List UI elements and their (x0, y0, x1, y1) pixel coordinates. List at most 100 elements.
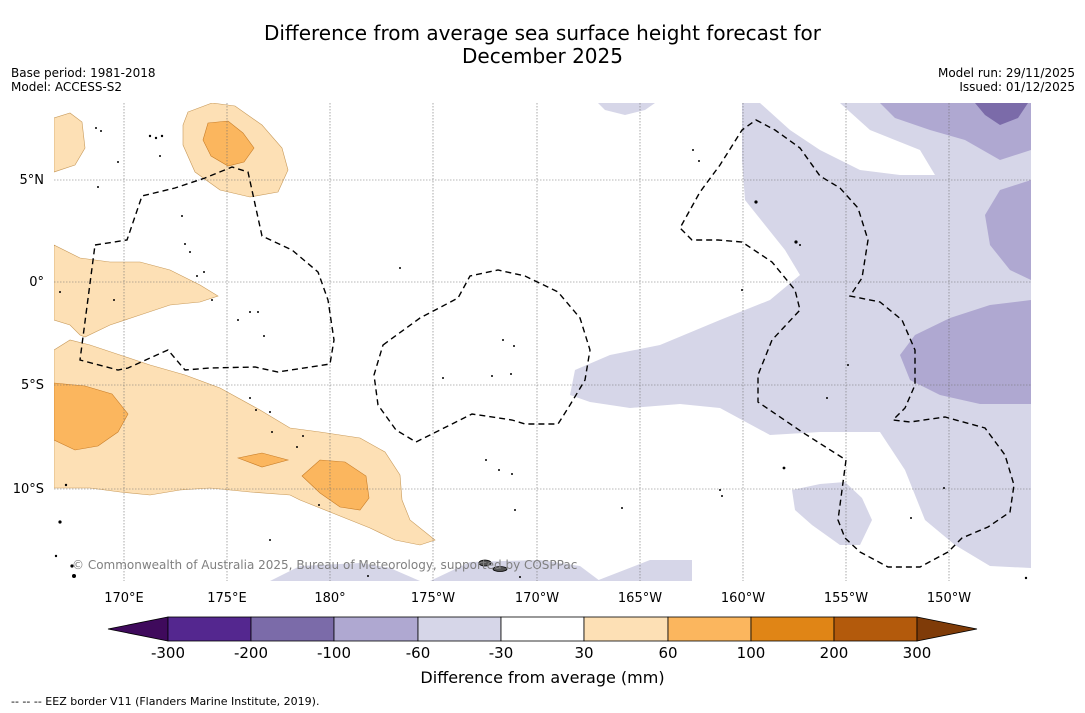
eez-legend: -- -- -- EEZ border V11 (Flanders Marine… (11, 695, 320, 708)
island-marker (257, 311, 259, 313)
colorbar-bin (667, 616, 752, 642)
negative-anomaly-medium-southeast (900, 300, 1031, 404)
island-marker (910, 517, 912, 519)
island-marker (302, 435, 304, 437)
island-samoa-east (492, 566, 508, 572)
colorbar-bin (250, 616, 335, 642)
island-marker (249, 311, 251, 313)
eez-kiribati-phoenix (373, 269, 591, 443)
island-marker (498, 469, 500, 471)
island-marker (160, 134, 164, 138)
colorbar-tick: -200 (234, 644, 268, 662)
negative-anomaly-light-bottom2 (430, 560, 600, 581)
island-marker (97, 186, 99, 188)
lat-label-5s: 5°S (21, 378, 44, 393)
island-marker (184, 243, 186, 245)
island-marker (514, 509, 516, 511)
negative-anomaly-light-bottom (270, 563, 420, 581)
negative-anomaly-light-bottom3 (596, 560, 692, 581)
chart-title-line1: Difference from average sea surface heig… (263, 21, 822, 45)
island-marker (255, 409, 257, 411)
island-marker (943, 487, 945, 489)
island-marker (59, 291, 61, 293)
colorbar-tick: 60 (658, 644, 677, 662)
issued-date: Issued: 01/12/2025 (959, 80, 1075, 94)
positive-anomaly-medium-regions (54, 120, 370, 511)
negative-anomaly-dark (975, 103, 1028, 125)
negative-anomaly-medium-east (985, 180, 1031, 280)
near-average-hole (760, 103, 935, 175)
chart-title: Difference from average sea surface heig… (0, 22, 1085, 68)
island-marker (826, 397, 828, 399)
colorbar-extend-max (916, 616, 978, 642)
model-name: Model: ACCESS-S2 (11, 80, 123, 94)
island-marker (70, 564, 74, 568)
colorbar-tick: 200 (820, 644, 849, 662)
island-marker (621, 507, 623, 509)
meta-right: Model run: 29/11/2025 Issued: 01/12/2025 (938, 66, 1075, 94)
colorbar-tick: 100 (737, 644, 766, 662)
island-marker (511, 473, 513, 475)
lon-label-180: 180° (314, 591, 345, 606)
island-marker (263, 335, 265, 337)
colorbar-ticks: -300 -200 -100 -60 -30 30 60 100 200 300 (151, 644, 931, 662)
island-marker (741, 289, 743, 291)
lon-label-165w: 165°W (618, 591, 662, 606)
lon-label-155w: 155°W (824, 591, 868, 606)
meta-left: Base period: 1981-2018 Model: ACCESS-S2 (11, 66, 156, 94)
island-marker (154, 136, 158, 140)
colorbar-extend-min (107, 616, 169, 642)
latitude-labels: 5°N 0° 5°S 10°S (13, 173, 44, 497)
island-marker (799, 244, 801, 246)
island-marker (58, 520, 62, 524)
lon-label-170w: 170°W (515, 591, 559, 606)
island-marker (54, 554, 58, 558)
island-marker (485, 459, 487, 461)
island-marker (269, 539, 271, 541)
island-marker (296, 446, 298, 448)
longitude-labels: 170°E 175°E 180° 175°W 170°W 165°W 160°W… (104, 591, 971, 606)
island-marker (271, 431, 273, 433)
island-marker (1024, 576, 1028, 580)
island-marker (519, 576, 521, 578)
island-markers (54, 127, 1028, 580)
copyright-notice: © Commonwealth of Australia 2025, Bureau… (72, 558, 578, 572)
island-marker (698, 160, 700, 162)
island-samoa (478, 559, 492, 567)
island-marker (159, 155, 161, 157)
island-marker (491, 375, 493, 377)
negative-anomaly-light-top (598, 103, 655, 115)
positive-anomaly-west-equator (54, 244, 219, 338)
negative-anomaly-light-small (792, 482, 872, 545)
lon-label-175w: 175°W (411, 591, 455, 606)
island-marker (318, 504, 320, 506)
island-marker (513, 345, 515, 347)
negative-anomaly-light-region (570, 103, 1031, 568)
colorbar-label: Difference from average (mm) (420, 668, 665, 687)
island-marker (794, 240, 798, 244)
eez-borders (79, 119, 1015, 568)
colorbar-tick: 30 (574, 644, 593, 662)
island-marker (211, 299, 213, 301)
positive-anomaly-medium-north (202, 120, 255, 167)
island-marker (510, 373, 512, 375)
lon-label-150w: 150°W (927, 591, 971, 606)
island-marker (189, 251, 191, 253)
island-marker (100, 130, 102, 132)
island-marker (692, 149, 694, 151)
island-marker (502, 339, 504, 341)
island-marker (719, 489, 721, 491)
colorbar-bin (583, 616, 669, 642)
colorbar (107, 616, 978, 642)
colorbar-bin (417, 616, 502, 642)
colorbar-tick: -30 (489, 644, 514, 662)
island-marker (269, 411, 271, 413)
island-marker (72, 574, 76, 578)
island-marker (782, 466, 786, 470)
gridlines (54, 103, 1031, 581)
colorbar-bin (333, 616, 419, 642)
positive-anomaly-medium-west (54, 382, 129, 451)
island-marker (249, 397, 251, 399)
island-marker (754, 200, 758, 204)
